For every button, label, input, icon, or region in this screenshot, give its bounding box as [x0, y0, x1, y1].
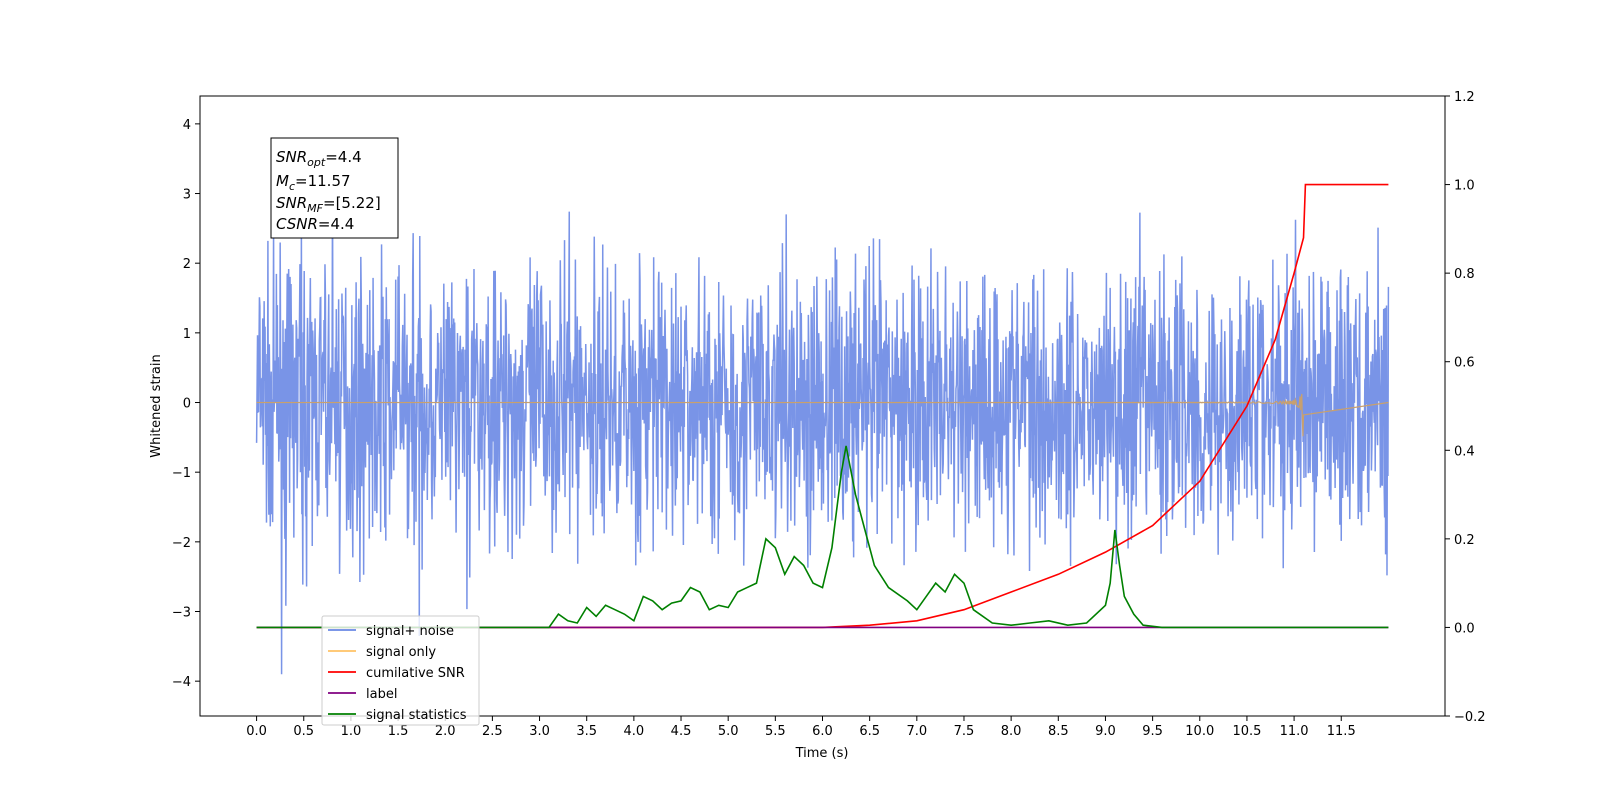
- x-tick-label: 1.5: [388, 724, 409, 739]
- series-line-cumilative-snr: [256, 183, 1389, 629]
- legend-entry: signal only: [366, 645, 436, 660]
- y2-tick-label: 0.4: [1454, 444, 1475, 459]
- y-tick-label: 0: [183, 397, 191, 412]
- y-tick-label: −3: [172, 606, 191, 621]
- legend-entry: signal statistics: [366, 708, 467, 723]
- y-tick-label: −4: [172, 675, 191, 690]
- x-tick-label: 6.5: [859, 724, 880, 739]
- series-line-signal-noise: [255, 181, 1390, 675]
- x-tick-label: 0.5: [293, 724, 314, 739]
- annotation-csnr: CSNR=4.4: [276, 215, 354, 233]
- y-tick-label: 1: [183, 327, 191, 342]
- series-line-signal-statistics: [256, 445, 1389, 629]
- annotation-snr-opt: SNRopt=4.4: [276, 148, 362, 169]
- y2-tick-label: 1.0: [1454, 179, 1475, 194]
- y2-tick-label: 1.2: [1454, 90, 1475, 105]
- y-tick-label: 3: [183, 188, 191, 203]
- y2-tick-label: 0.6: [1454, 356, 1475, 371]
- annotation-snr-mf: SNRMF=[5.22]: [276, 194, 381, 215]
- x-tick-label: 5.0: [718, 724, 739, 739]
- annotation-frame: [270, 137, 399, 239]
- x-tick-label: 1.0: [341, 724, 362, 739]
- y-axis-left: 4 3 2 1 0 −1 −2 −3 −4: [172, 118, 200, 690]
- legend: signal+ noise signal only cumilative SNR la…: [321, 615, 480, 726]
- x-tick-label: 8.0: [1001, 724, 1022, 739]
- y-axis-right: 1.2 1.0 0.8 0.6 0.4 0.2 0.0 −0.2: [1445, 90, 1486, 725]
- x-tick-label: 7.5: [954, 724, 975, 739]
- y-axis-label: Whitened strain: [149, 354, 164, 457]
- series-line-signal-only: [256, 393, 1389, 437]
- x-tick-label: 3.0: [529, 724, 550, 739]
- x-tick-label: 10.0: [1185, 724, 1214, 739]
- y2-tick-label: 0.0: [1454, 621, 1475, 636]
- legend-entry: label: [366, 687, 397, 702]
- x-tick-label: 9.5: [1142, 724, 1163, 739]
- x-tick-label: 9.0: [1095, 724, 1116, 739]
- x-tick-label: 5.5: [765, 724, 786, 739]
- x-tick-label: 11.5: [1327, 724, 1356, 739]
- x-tick-label: 6.0: [812, 724, 833, 739]
- y2-tick-label: 0.8: [1454, 267, 1475, 282]
- x-tick-label: 4.5: [671, 724, 692, 739]
- legend-entry: signal+ noise: [366, 624, 454, 639]
- x-tick-label: 2.0: [435, 724, 456, 739]
- x-tick-label: 4.0: [624, 724, 645, 739]
- y2-tick-label: −0.2: [1454, 710, 1486, 725]
- x-tick-label: 10.5: [1232, 724, 1261, 739]
- x-tick-label: 11.0: [1280, 724, 1309, 739]
- y2-tick-label: 0.2: [1454, 533, 1475, 548]
- x-tick-label: 0.0: [246, 724, 267, 739]
- legend-frame: [321, 615, 480, 726]
- x-axis-label: Time (s): [795, 746, 849, 761]
- x-axis: 0.0 0.5 1.0 1.5 2.0 2.5 3.0 3.5 4.0 4.5 5.0 5.5 6.0 6…: [246, 716, 1356, 739]
- annotation-box: SNRopt=4.4 Mc=11.57 SNRMF=[5.22] CSNR=4.…: [270, 137, 399, 239]
- y-tick-label: 4: [183, 118, 191, 133]
- annotation-chirp-mass: Mc=11.57: [276, 172, 351, 193]
- x-tick-label: 7.0: [906, 724, 927, 739]
- y-tick-label: −2: [172, 536, 191, 551]
- y-tick-label: −1: [172, 466, 191, 481]
- x-tick-label: 3.5: [576, 724, 597, 739]
- legend-entry: cumilative SNR: [366, 666, 465, 681]
- x-tick-label: 8.5: [1048, 724, 1069, 739]
- y-tick-label: 2: [183, 257, 191, 272]
- x-tick-label: 2.5: [482, 724, 503, 739]
